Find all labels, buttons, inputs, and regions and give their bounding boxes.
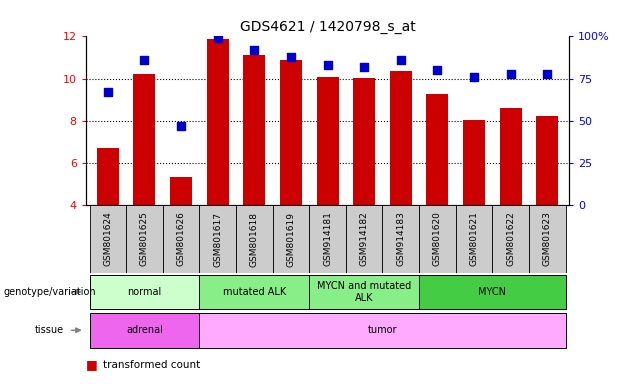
Text: GSM801623: GSM801623 (543, 212, 552, 266)
Title: GDS4621 / 1420798_s_at: GDS4621 / 1420798_s_at (240, 20, 415, 34)
Bar (90, 313, 199, 348)
Text: transformed count: transformed count (103, 360, 200, 370)
Point (322, 62, 333, 68)
Bar (207, 39, 229, 205)
Text: adrenal: adrenal (126, 325, 163, 335)
Bar (390, 71, 411, 205)
Text: GSM801624: GSM801624 (103, 212, 113, 266)
Point (396, 57, 406, 63)
Text: GSM914182: GSM914182 (360, 212, 369, 266)
Text: normal: normal (127, 287, 162, 297)
Bar (419, 205, 456, 273)
Text: ■: ■ (86, 358, 97, 371)
Bar (317, 77, 338, 205)
Text: GSM801620: GSM801620 (433, 212, 442, 266)
Text: GSM801618: GSM801618 (250, 212, 259, 266)
Point (103, 89, 113, 95)
Text: GSM801619: GSM801619 (286, 212, 295, 266)
Text: GSM914183: GSM914183 (396, 212, 405, 266)
Text: genotype/variation: genotype/variation (3, 287, 96, 297)
Bar (134, 74, 155, 205)
Point (359, 64, 370, 70)
Point (469, 74, 479, 80)
Bar (97, 149, 119, 205)
Bar (90, 205, 126, 273)
Bar (382, 205, 419, 273)
Point (212, 35, 223, 41)
Bar (199, 313, 565, 348)
Point (432, 67, 443, 73)
Point (176, 123, 186, 129)
Point (286, 54, 296, 60)
Bar (170, 177, 192, 205)
Bar (529, 205, 565, 273)
Text: MYCN and mutated
ALK: MYCN and mutated ALK (317, 281, 411, 303)
Bar (463, 120, 485, 205)
Bar (309, 275, 419, 309)
Text: GSM801621: GSM801621 (469, 212, 478, 266)
Point (506, 71, 516, 77)
Bar (456, 205, 492, 273)
Bar (199, 275, 309, 309)
Bar (346, 205, 382, 273)
Text: tissue: tissue (35, 325, 64, 335)
Text: GSM801626: GSM801626 (177, 212, 186, 266)
Text: mutated ALK: mutated ALK (223, 287, 286, 297)
Bar (353, 78, 375, 205)
Bar (90, 275, 199, 309)
Text: MYCN: MYCN (478, 287, 506, 297)
Bar (199, 205, 236, 273)
Bar (492, 205, 529, 273)
Bar (426, 94, 448, 205)
Text: GSM801622: GSM801622 (506, 212, 515, 266)
Bar (309, 205, 346, 273)
Point (139, 57, 149, 63)
Bar (500, 108, 522, 205)
Bar (244, 56, 265, 205)
Text: GSM914181: GSM914181 (323, 212, 332, 266)
Bar (126, 205, 163, 273)
Bar (536, 116, 558, 205)
Text: tumor: tumor (368, 325, 398, 335)
Bar (236, 205, 273, 273)
Bar (280, 60, 302, 205)
Bar (419, 275, 565, 309)
Point (542, 71, 552, 77)
Text: GSM801625: GSM801625 (140, 212, 149, 266)
Text: GSM801617: GSM801617 (213, 212, 222, 266)
Bar (163, 205, 199, 273)
Point (249, 47, 259, 53)
Bar (273, 205, 309, 273)
